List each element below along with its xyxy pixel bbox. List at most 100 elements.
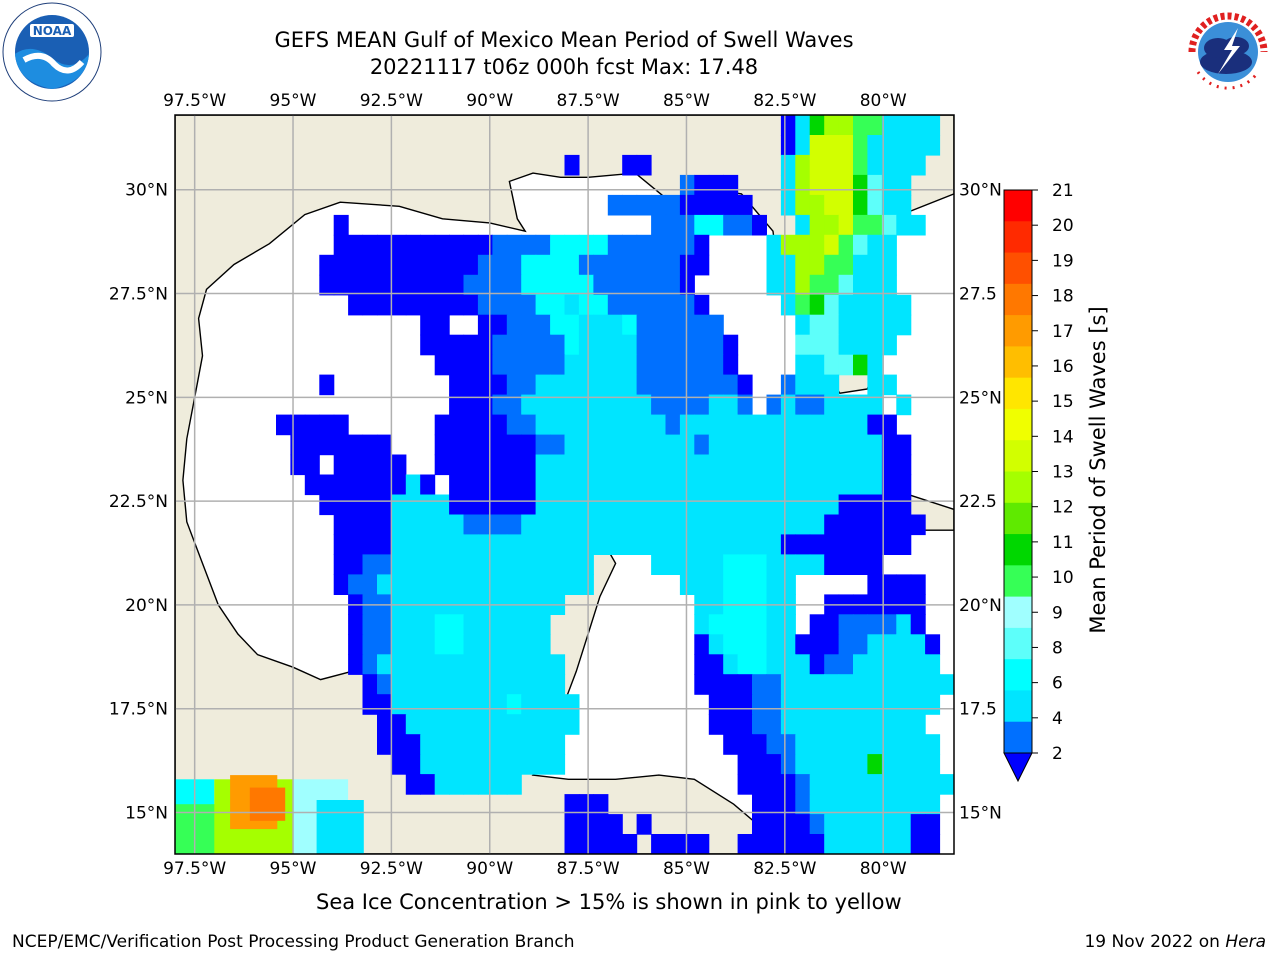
field-cell — [881, 135, 897, 156]
field-cell — [795, 414, 811, 436]
field-cell — [348, 234, 364, 256]
field-cell — [449, 534, 465, 555]
colorbar-swatch — [1004, 190, 1032, 222]
field-cell — [578, 254, 594, 276]
colorbar-tick-label: 10 — [1052, 568, 1074, 588]
field-cell — [622, 454, 638, 476]
field-cell — [853, 234, 868, 256]
field-cell — [708, 354, 724, 376]
field-cell — [780, 494, 796, 516]
field-cell — [824, 254, 840, 276]
field-cell — [752, 494, 767, 516]
field-cell — [391, 294, 407, 316]
field-cell — [867, 334, 883, 356]
field-cell — [651, 214, 667, 236]
field-cell — [593, 494, 609, 516]
field-cell — [593, 374, 609, 396]
field-cell — [607, 834, 623, 854]
field-cell — [752, 674, 767, 695]
field-cell — [434, 454, 450, 476]
field-cell — [578, 354, 594, 376]
field-cell — [578, 514, 594, 536]
field-cell — [795, 654, 811, 675]
field-cell — [477, 374, 493, 396]
field-cell — [521, 394, 537, 416]
field-cell — [809, 274, 825, 296]
field-cell — [405, 774, 421, 795]
field-cell — [780, 554, 796, 575]
field-cell — [492, 354, 508, 376]
field-cell — [564, 714, 580, 735]
field-cell — [492, 494, 508, 516]
field-cell — [838, 394, 854, 416]
field-cell — [550, 694, 566, 715]
colorbar-tick-label: 11 — [1052, 533, 1074, 553]
field-cell — [535, 454, 551, 476]
field-cell — [521, 434, 537, 456]
field-cell — [838, 274, 854, 296]
lon-label-top: 90°W — [466, 91, 513, 111]
field-cell — [362, 454, 378, 476]
field-cell — [593, 274, 609, 296]
field-cell — [867, 314, 883, 336]
field-cell — [867, 474, 883, 496]
field-cell — [881, 634, 897, 655]
field-cell — [607, 414, 623, 436]
field-cell — [723, 634, 739, 655]
field-cell — [853, 554, 868, 575]
field-cell — [636, 294, 652, 316]
field-cell — [723, 334, 739, 356]
field-cell — [838, 834, 854, 854]
field-cell — [780, 254, 796, 276]
field-cell — [679, 494, 695, 516]
field-cell — [521, 754, 537, 775]
field-cell — [925, 734, 941, 755]
field-cell — [824, 834, 840, 854]
field-cell — [492, 754, 508, 775]
field-cell — [492, 294, 508, 316]
field-cell — [708, 434, 724, 456]
field-cell — [651, 414, 667, 436]
field-cell — [896, 194, 912, 216]
field-cell — [824, 354, 840, 376]
field-cell — [694, 514, 710, 536]
field-cell — [463, 254, 479, 276]
field-cell — [780, 534, 796, 555]
field-cell — [665, 354, 681, 376]
left-latitude-labels: 30°N 27.5°N 25°N 22.5°N 20°N 17.5°N 15°N — [109, 181, 168, 824]
field-cell — [838, 135, 854, 156]
field-cell — [420, 574, 436, 595]
field-cell — [362, 234, 378, 256]
field-cell — [737, 474, 753, 496]
field-cell — [694, 214, 710, 236]
field-cell — [405, 674, 421, 695]
field-cell — [780, 374, 796, 396]
field-cell — [867, 614, 883, 635]
field-cell — [780, 234, 796, 256]
field-cell — [391, 574, 407, 595]
field-cell — [506, 454, 522, 476]
field-cell — [925, 794, 941, 815]
field-cell — [506, 774, 522, 795]
field-cell — [636, 514, 652, 536]
field-cell — [651, 474, 667, 496]
field-cell — [853, 135, 868, 156]
field-cell — [867, 374, 883, 396]
field-cell — [795, 514, 811, 536]
field-cell — [881, 374, 897, 396]
field-cell — [752, 554, 767, 575]
field-cell — [780, 474, 796, 496]
field-cell — [521, 274, 537, 296]
field-cell — [752, 214, 767, 236]
field-cell — [362, 674, 378, 695]
field-cell — [910, 654, 926, 675]
field-cell — [881, 474, 897, 496]
field-cell — [593, 314, 609, 336]
field-cell — [463, 454, 479, 476]
field-cell — [578, 794, 594, 815]
field-cell — [391, 234, 407, 256]
lon-label-bottom: 92.5°W — [360, 859, 423, 879]
field-cell — [708, 514, 724, 536]
field-cell — [521, 474, 537, 496]
field-cell — [838, 494, 854, 516]
